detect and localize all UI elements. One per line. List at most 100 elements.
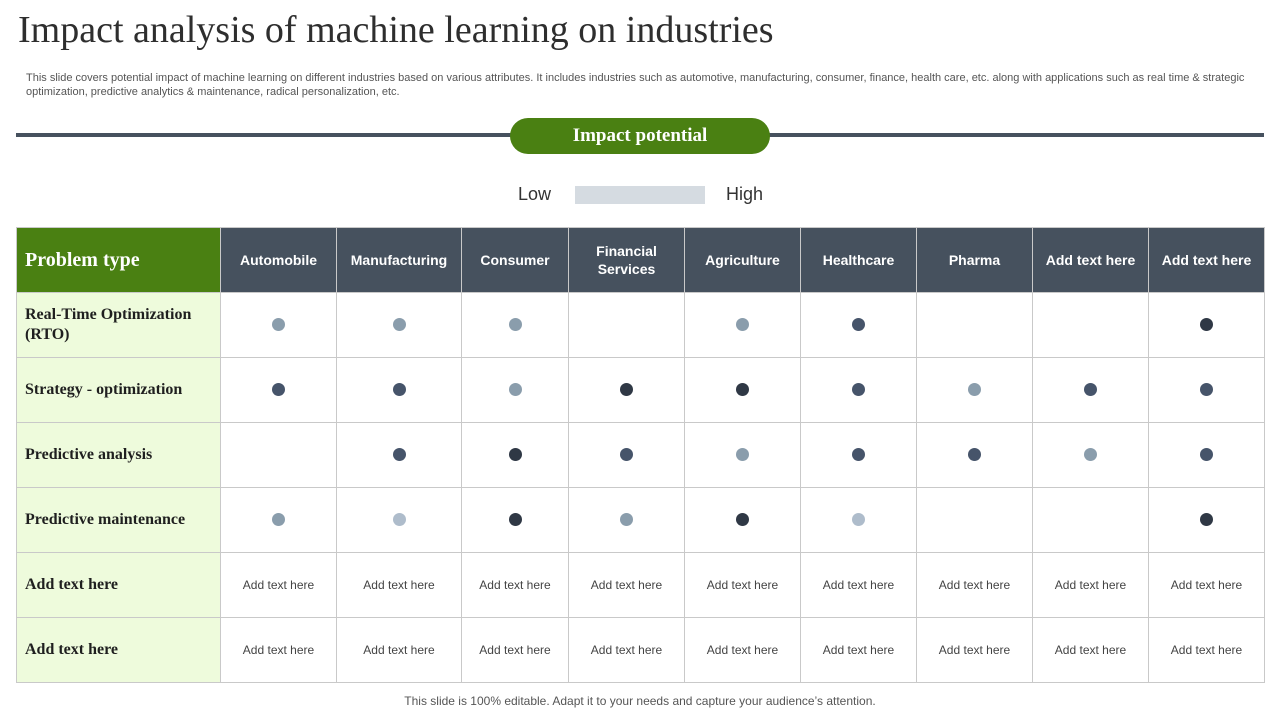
header-column: Agriculture (684, 227, 801, 293)
table-row: Real-Time Optimization (RTO) (16, 292, 1265, 358)
table-cell: Add text here (220, 617, 337, 683)
table-cell (1032, 357, 1149, 423)
table-cell (568, 292, 685, 358)
impact-dot-icon (272, 383, 285, 397)
table-cell: Add text here (568, 552, 685, 618)
header-column: Add text here (1032, 227, 1149, 293)
impact-dot-icon (852, 513, 865, 527)
table-cell (461, 487, 569, 553)
impact-dot-icon (736, 448, 749, 462)
table-cell: Add text here (336, 617, 462, 683)
impact-dot-icon (620, 513, 633, 527)
table-cell (916, 357, 1033, 423)
cell-text: Add text here (938, 578, 1011, 592)
cell-text: Add text here (1054, 643, 1127, 657)
table-cell (1148, 357, 1265, 423)
table-cell (800, 422, 917, 488)
table-cell (568, 487, 685, 553)
cell-text: Add text here (363, 578, 435, 592)
impact-potential-badge: Impact potential (510, 118, 770, 154)
impact-dot-icon (508, 448, 522, 462)
cell-text: Add text here (822, 578, 895, 592)
cell-text: Add text here (242, 578, 315, 592)
impact-dot-icon (620, 448, 633, 462)
header-column: Pharma (916, 227, 1033, 293)
impact-dot-icon (392, 448, 406, 462)
cell-text: Add text here (706, 643, 779, 657)
impact-dot-icon (852, 318, 865, 332)
table-header-row: Problem type Automobile Manufacturing Co… (16, 227, 1265, 293)
impact-dot-icon (392, 383, 406, 397)
table-cell: Add text here (800, 617, 917, 683)
cell-text: Add text here (479, 643, 551, 657)
table-cell (684, 487, 801, 553)
impact-dot-icon (852, 448, 865, 462)
table-cell (220, 357, 337, 423)
table-cell: Add text here (568, 617, 685, 683)
impact-dot-icon (620, 383, 633, 397)
table-cell (684, 357, 801, 423)
impact-dot-icon (272, 318, 285, 332)
impact-dot-icon (968, 448, 981, 462)
table-cell: Add text here (684, 552, 801, 618)
cell-text: Add text here (479, 578, 551, 592)
table-cell (800, 357, 917, 423)
impact-dot-icon (508, 513, 522, 527)
impact-dot-icon (508, 383, 522, 397)
table-cell (336, 357, 462, 423)
table-cell (916, 292, 1033, 358)
cell-text: Add text here (590, 578, 663, 592)
impact-dot-icon (508, 318, 522, 332)
table-cell (1148, 292, 1265, 358)
table-row: Predictive analysis (16, 422, 1265, 488)
slide-description: This slide covers potential impact of ma… (26, 72, 1245, 98)
table-cell: Add text here (461, 552, 569, 618)
table-cell: Add text here (1032, 617, 1149, 683)
header-column: Consumer (461, 227, 569, 293)
table-cell (1148, 487, 1265, 553)
row-problem-type: Predictive analysis (16, 422, 221, 488)
row-problem-type: Predictive maintenance (16, 487, 221, 553)
table-cell: Add text here (461, 617, 569, 683)
table-cell (461, 292, 569, 358)
header-column: Manufacturing (336, 227, 462, 293)
cell-text: Add text here (1054, 578, 1127, 592)
table-cell (220, 422, 337, 488)
table-cell (568, 357, 685, 423)
table-cell: Add text here (220, 552, 337, 618)
impact-dot-icon (736, 318, 749, 332)
table-cell: Add text here (1032, 552, 1149, 618)
cell-text: Add text here (590, 643, 663, 657)
table-cell (1032, 487, 1149, 553)
table-cell: Add text here (916, 552, 1033, 618)
page-title: Impact analysis of machine learning on i… (18, 9, 774, 51)
impact-dot-icon (1200, 318, 1213, 332)
cell-text: Add text here (706, 578, 779, 592)
impact-dot-icon (1200, 513, 1213, 527)
table-cell: Add text here (916, 617, 1033, 683)
impact-legend: Low High (0, 183, 1280, 207)
impact-dot-icon (968, 383, 981, 397)
table-cell (916, 487, 1033, 553)
footer-note: This slide is 100% editable. Adapt it to… (404, 694, 876, 708)
table-cell (684, 422, 801, 488)
row-problem-type: Add text here (16, 617, 221, 683)
cell-text: Add text here (822, 643, 895, 657)
impact-table: Problem type Automobile Manufacturing Co… (16, 227, 1265, 683)
table-cell (1148, 422, 1265, 488)
table-cell (916, 422, 1033, 488)
header-column: Healthcare (800, 227, 917, 293)
table-cell (220, 292, 337, 358)
impact-dot-icon (392, 318, 406, 332)
table-cell: Add text here (1148, 617, 1265, 683)
table-cell (461, 422, 569, 488)
table-cell (336, 292, 462, 358)
impact-dot-icon (1084, 383, 1097, 397)
legend-gradient-bar (575, 186, 705, 204)
legend-low-label: Low (518, 184, 552, 204)
cell-text: Add text here (1170, 578, 1243, 592)
table-cell (220, 487, 337, 553)
table-cell (1032, 422, 1149, 488)
impact-dot-icon (272, 513, 285, 527)
row-problem-type: Real-Time Optimization (RTO) (16, 292, 221, 358)
